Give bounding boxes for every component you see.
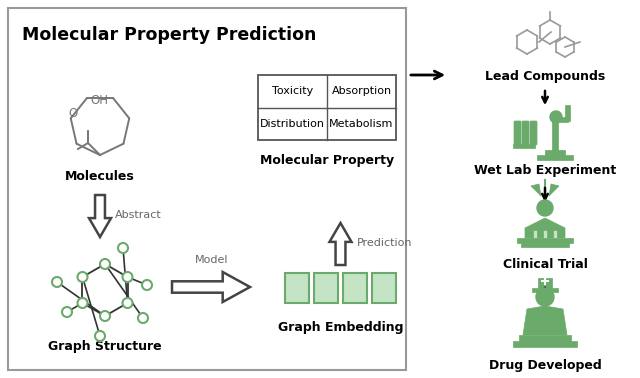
FancyBboxPatch shape [545,150,565,156]
Circle shape [550,111,562,123]
FancyBboxPatch shape [314,273,338,303]
Polygon shape [523,306,567,335]
Circle shape [122,272,132,282]
FancyBboxPatch shape [538,278,552,288]
Text: Model: Model [195,255,228,265]
FancyBboxPatch shape [519,335,571,341]
Text: Toxicity: Toxicity [272,86,313,96]
Text: Abstract: Abstract [115,210,162,220]
Circle shape [95,331,105,341]
FancyBboxPatch shape [514,121,521,145]
FancyBboxPatch shape [517,238,573,243]
Circle shape [537,200,553,216]
Text: Absorption: Absorption [332,86,392,96]
Text: Molecular Property: Molecular Property [260,154,394,167]
Circle shape [100,311,110,321]
FancyBboxPatch shape [552,117,568,122]
Circle shape [52,277,62,287]
FancyBboxPatch shape [285,273,309,303]
Text: Drug Developed: Drug Developed [488,359,602,372]
Circle shape [77,298,88,308]
FancyBboxPatch shape [533,230,537,238]
FancyBboxPatch shape [8,8,406,370]
Circle shape [77,272,88,282]
Circle shape [100,259,110,269]
FancyBboxPatch shape [513,341,577,347]
Circle shape [536,288,554,306]
FancyBboxPatch shape [513,144,535,148]
Text: Graph Structure: Graph Structure [48,340,162,353]
FancyBboxPatch shape [565,105,570,121]
Text: Clinical Trial: Clinical Trial [502,258,588,271]
Circle shape [62,307,72,317]
FancyBboxPatch shape [522,121,529,145]
Text: Metabolism: Metabolism [330,119,394,129]
Text: Graph Embedding: Graph Embedding [278,321,403,334]
FancyBboxPatch shape [343,273,367,303]
FancyBboxPatch shape [543,230,547,238]
Text: O: O [68,107,77,120]
Polygon shape [330,223,351,265]
Circle shape [122,298,132,308]
Circle shape [142,280,152,290]
Polygon shape [549,184,559,196]
FancyBboxPatch shape [258,75,396,140]
Polygon shape [89,195,111,237]
Circle shape [118,243,128,253]
FancyBboxPatch shape [372,273,396,303]
FancyBboxPatch shape [530,121,537,145]
Polygon shape [172,272,250,302]
Text: Molecular Property Prediction: Molecular Property Prediction [22,26,316,44]
FancyBboxPatch shape [537,155,573,160]
FancyBboxPatch shape [552,117,558,152]
Text: Prediction: Prediction [356,238,412,248]
Polygon shape [531,184,541,196]
FancyBboxPatch shape [532,288,558,292]
Text: Lead Compounds: Lead Compounds [485,70,605,83]
Text: OH: OH [90,94,108,107]
FancyBboxPatch shape [521,243,569,247]
FancyBboxPatch shape [553,230,557,238]
Polygon shape [525,218,565,238]
Text: Molecules: Molecules [65,170,135,183]
Text: Wet Lab Experiment: Wet Lab Experiment [474,164,616,177]
Circle shape [138,313,148,323]
Text: Distribution: Distribution [260,119,325,129]
